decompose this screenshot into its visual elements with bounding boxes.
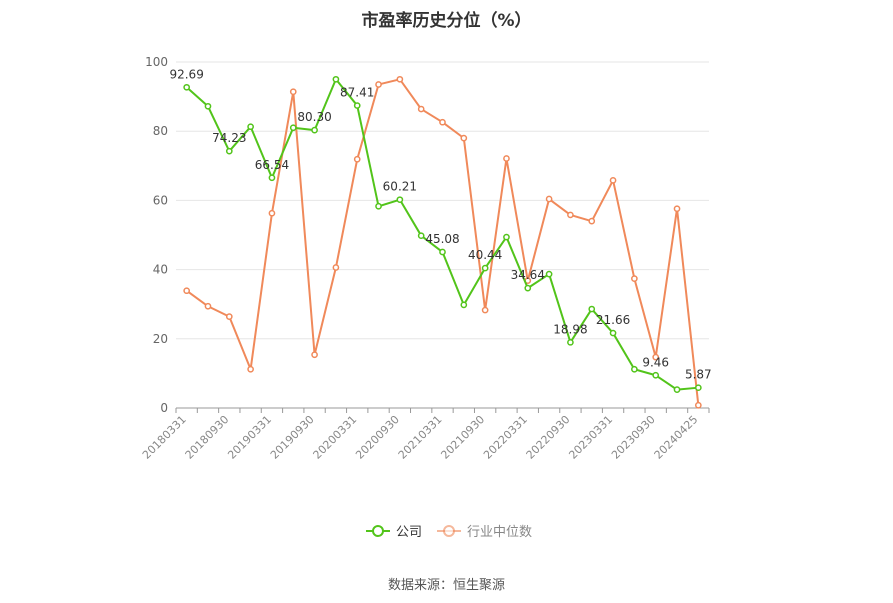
data-point [396, 196, 404, 204]
data-source: 数据来源：恒生聚源 [387, 578, 505, 593]
data-point [503, 233, 510, 241]
data-label: 87.41 [340, 86, 374, 100]
data-point [353, 102, 361, 109]
data-label: 45.08 [425, 232, 459, 246]
y-tick-label: 20 [153, 332, 168, 346]
data-point [673, 205, 681, 213]
data-point [204, 302, 212, 310]
data-point [694, 384, 702, 392]
x-tick-label: 20220331 [481, 413, 530, 462]
data-point [694, 401, 702, 409]
data-point [247, 365, 254, 373]
x-tick-label: 20200331 [311, 413, 360, 462]
data-point [289, 124, 297, 132]
data-point [631, 365, 638, 373]
data-point [417, 232, 425, 240]
data-point [439, 118, 446, 126]
chart-title: 市盈率历史分位（%） [361, 11, 532, 31]
data-point [417, 105, 425, 113]
data-point [183, 83, 191, 91]
data-label: 92.69 [169, 67, 203, 81]
data-point [225, 147, 233, 155]
x-tick-label: 20240425 [652, 413, 701, 462]
data-point [439, 248, 446, 256]
data-point [588, 305, 596, 313]
x-tick-label: 20180331 [140, 413, 189, 462]
data-label: 74.23 [212, 131, 246, 145]
data-point [567, 211, 574, 219]
data-point [588, 217, 596, 225]
data-label: 5.87 [685, 368, 712, 382]
data-point [289, 88, 297, 96]
data-point [332, 75, 340, 83]
data-point [204, 102, 212, 110]
data-point [631, 275, 638, 282]
legend-label: 行业中位数 [467, 525, 532, 540]
data-point [503, 155, 510, 162]
data-point [609, 329, 617, 337]
x-tick-label: 20190930 [268, 413, 317, 462]
data-point [460, 301, 468, 309]
x-tick-label: 20200930 [353, 413, 402, 462]
data-point [375, 202, 382, 210]
data-label: 80.30 [297, 110, 331, 124]
data-label: 18.98 [553, 322, 587, 336]
x-tick-label: 20230331 [566, 413, 615, 462]
data-point [375, 81, 382, 88]
data-point [673, 386, 681, 394]
data-point [567, 338, 574, 346]
data-point [652, 371, 660, 379]
data-point [247, 123, 254, 131]
data-point [225, 313, 233, 321]
data-point [609, 176, 617, 184]
y-tick-label: 60 [153, 193, 168, 207]
legend-label: 公司 [396, 525, 422, 540]
data-label: 9.46 [642, 355, 669, 369]
data-point [545, 270, 553, 278]
data-point [353, 155, 361, 163]
data-label: 60.21 [383, 180, 417, 194]
data-point [311, 351, 318, 359]
data-point [481, 264, 489, 272]
data-label: 66.54 [255, 158, 289, 172]
legend-marker [443, 525, 455, 537]
data-label: 21.66 [596, 313, 630, 327]
data-point [268, 174, 276, 182]
data-label: 34.64 [511, 268, 545, 282]
x-tick-label: 20210930 [438, 413, 487, 462]
data-label: 40.44 [468, 248, 502, 262]
y-tick-label: 40 [153, 263, 168, 277]
data-point [183, 287, 191, 295]
data-point [268, 209, 276, 217]
y-tick-label: 0 [160, 401, 168, 415]
data-point [311, 126, 318, 134]
data-point [652, 353, 660, 361]
x-tick-label: 20220930 [524, 413, 573, 462]
x-tick-label: 20230930 [609, 413, 658, 462]
y-tick-label: 100 [145, 55, 168, 69]
data-point [524, 284, 532, 292]
x-tick-label: 20210331 [396, 413, 445, 462]
data-point [396, 75, 404, 83]
x-tick-label: 20180930 [183, 413, 232, 462]
data-point [460, 134, 468, 142]
y-tick-label: 80 [153, 124, 168, 138]
data-point [332, 264, 340, 271]
data-point [481, 306, 489, 314]
data-point [545, 195, 553, 203]
x-tick-label: 20190331 [225, 413, 274, 462]
legend-marker [372, 525, 384, 537]
